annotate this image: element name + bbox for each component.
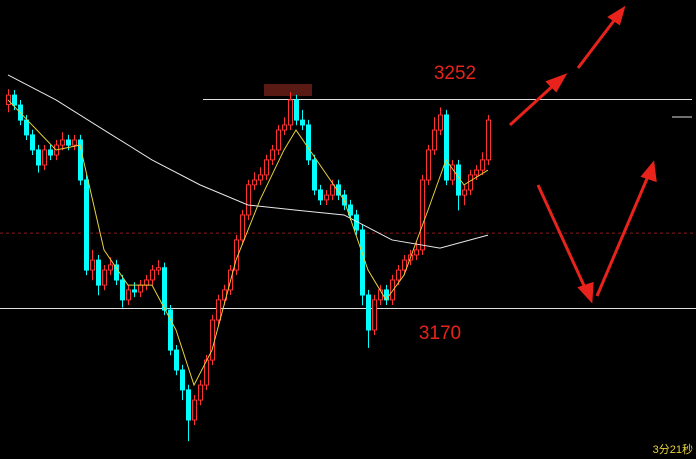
candle-body: [168, 309, 173, 351]
candle-body: [324, 194, 329, 201]
candle-body: [462, 189, 467, 196]
candle-body: [252, 179, 257, 186]
candle-body: [258, 174, 263, 181]
candle-body: [24, 119, 29, 136]
candle-body: [192, 399, 197, 421]
candle-body: [366, 294, 371, 331]
candle-body: [426, 149, 431, 181]
candle-body: [360, 229, 365, 296]
candle-body: [444, 114, 449, 181]
countdown: 3分21秒: [653, 442, 693, 456]
candle-body: [420, 179, 425, 251]
candle-body: [48, 149, 53, 156]
arrow: [576, 17, 618, 69]
moving-average: [7, 99, 489, 387]
candle-body: [438, 114, 443, 131]
arrows: [508, 5, 657, 304]
candle-body: [138, 284, 143, 293]
candle-body: [126, 289, 131, 301]
candle-body: [108, 264, 113, 271]
candle-body: [396, 269, 401, 281]
candle-body: [474, 169, 479, 176]
candle-body: [120, 279, 125, 301]
arrow-head: [640, 160, 657, 183]
arrow-head: [607, 5, 626, 26]
candle-body: [414, 249, 419, 256]
candle-body: [276, 129, 281, 151]
candle-body: [84, 179, 89, 271]
candle-body: [486, 119, 491, 161]
candle-body: [186, 389, 191, 421]
candle-body: [240, 214, 245, 241]
candle-body: [162, 267, 167, 311]
marker: [264, 84, 312, 96]
arrow: [595, 173, 651, 297]
candle-body: [348, 204, 353, 216]
candle-body: [468, 174, 473, 191]
candle-body: [174, 349, 179, 371]
candle-body: [66, 139, 71, 146]
candle-body: [198, 384, 203, 401]
candle-body: [330, 184, 335, 196]
arrow: [536, 184, 588, 291]
candle-body: [180, 369, 185, 391]
candle-body: [480, 159, 485, 171]
candle-body: [210, 319, 215, 361]
candle-body: [114, 264, 119, 281]
candle-body: [132, 289, 137, 293]
candle-body: [216, 299, 221, 321]
candle-body: [36, 149, 41, 166]
candle-body: [156, 267, 161, 271]
candle-body: [42, 149, 47, 166]
candle-body: [102, 269, 107, 286]
moving-average: [7, 74, 489, 249]
candle-body: [246, 184, 251, 216]
level-label: 3252: [434, 63, 476, 84]
candle-body: [90, 259, 95, 271]
arrow: [508, 81, 558, 127]
candle-body: [72, 139, 77, 146]
candle-body: [300, 119, 305, 126]
candle-body: [390, 279, 395, 301]
candle-body: [372, 299, 377, 331]
candle-body: [78, 139, 83, 181]
candle-body: [294, 99, 299, 121]
candle-body: [270, 149, 275, 161]
candle-body: [60, 139, 65, 146]
candle-body: [402, 259, 407, 271]
candle-body: [30, 134, 35, 151]
candle-body: [282, 124, 287, 131]
candle-body: [150, 269, 155, 281]
level-label: 3170: [419, 323, 461, 344]
candle-body: [306, 124, 311, 161]
candle-body: [336, 184, 341, 196]
candle-body: [144, 279, 149, 286]
candle-body: [96, 259, 101, 286]
candle-body: [312, 159, 317, 191]
candle-body: [12, 94, 17, 106]
candle-body: [288, 99, 293, 126]
candle-body: [318, 189, 323, 201]
candle-body: [432, 129, 437, 151]
arrow-head: [577, 281, 594, 304]
arrow-head: [545, 73, 568, 93]
candle-body: [264, 159, 269, 176]
